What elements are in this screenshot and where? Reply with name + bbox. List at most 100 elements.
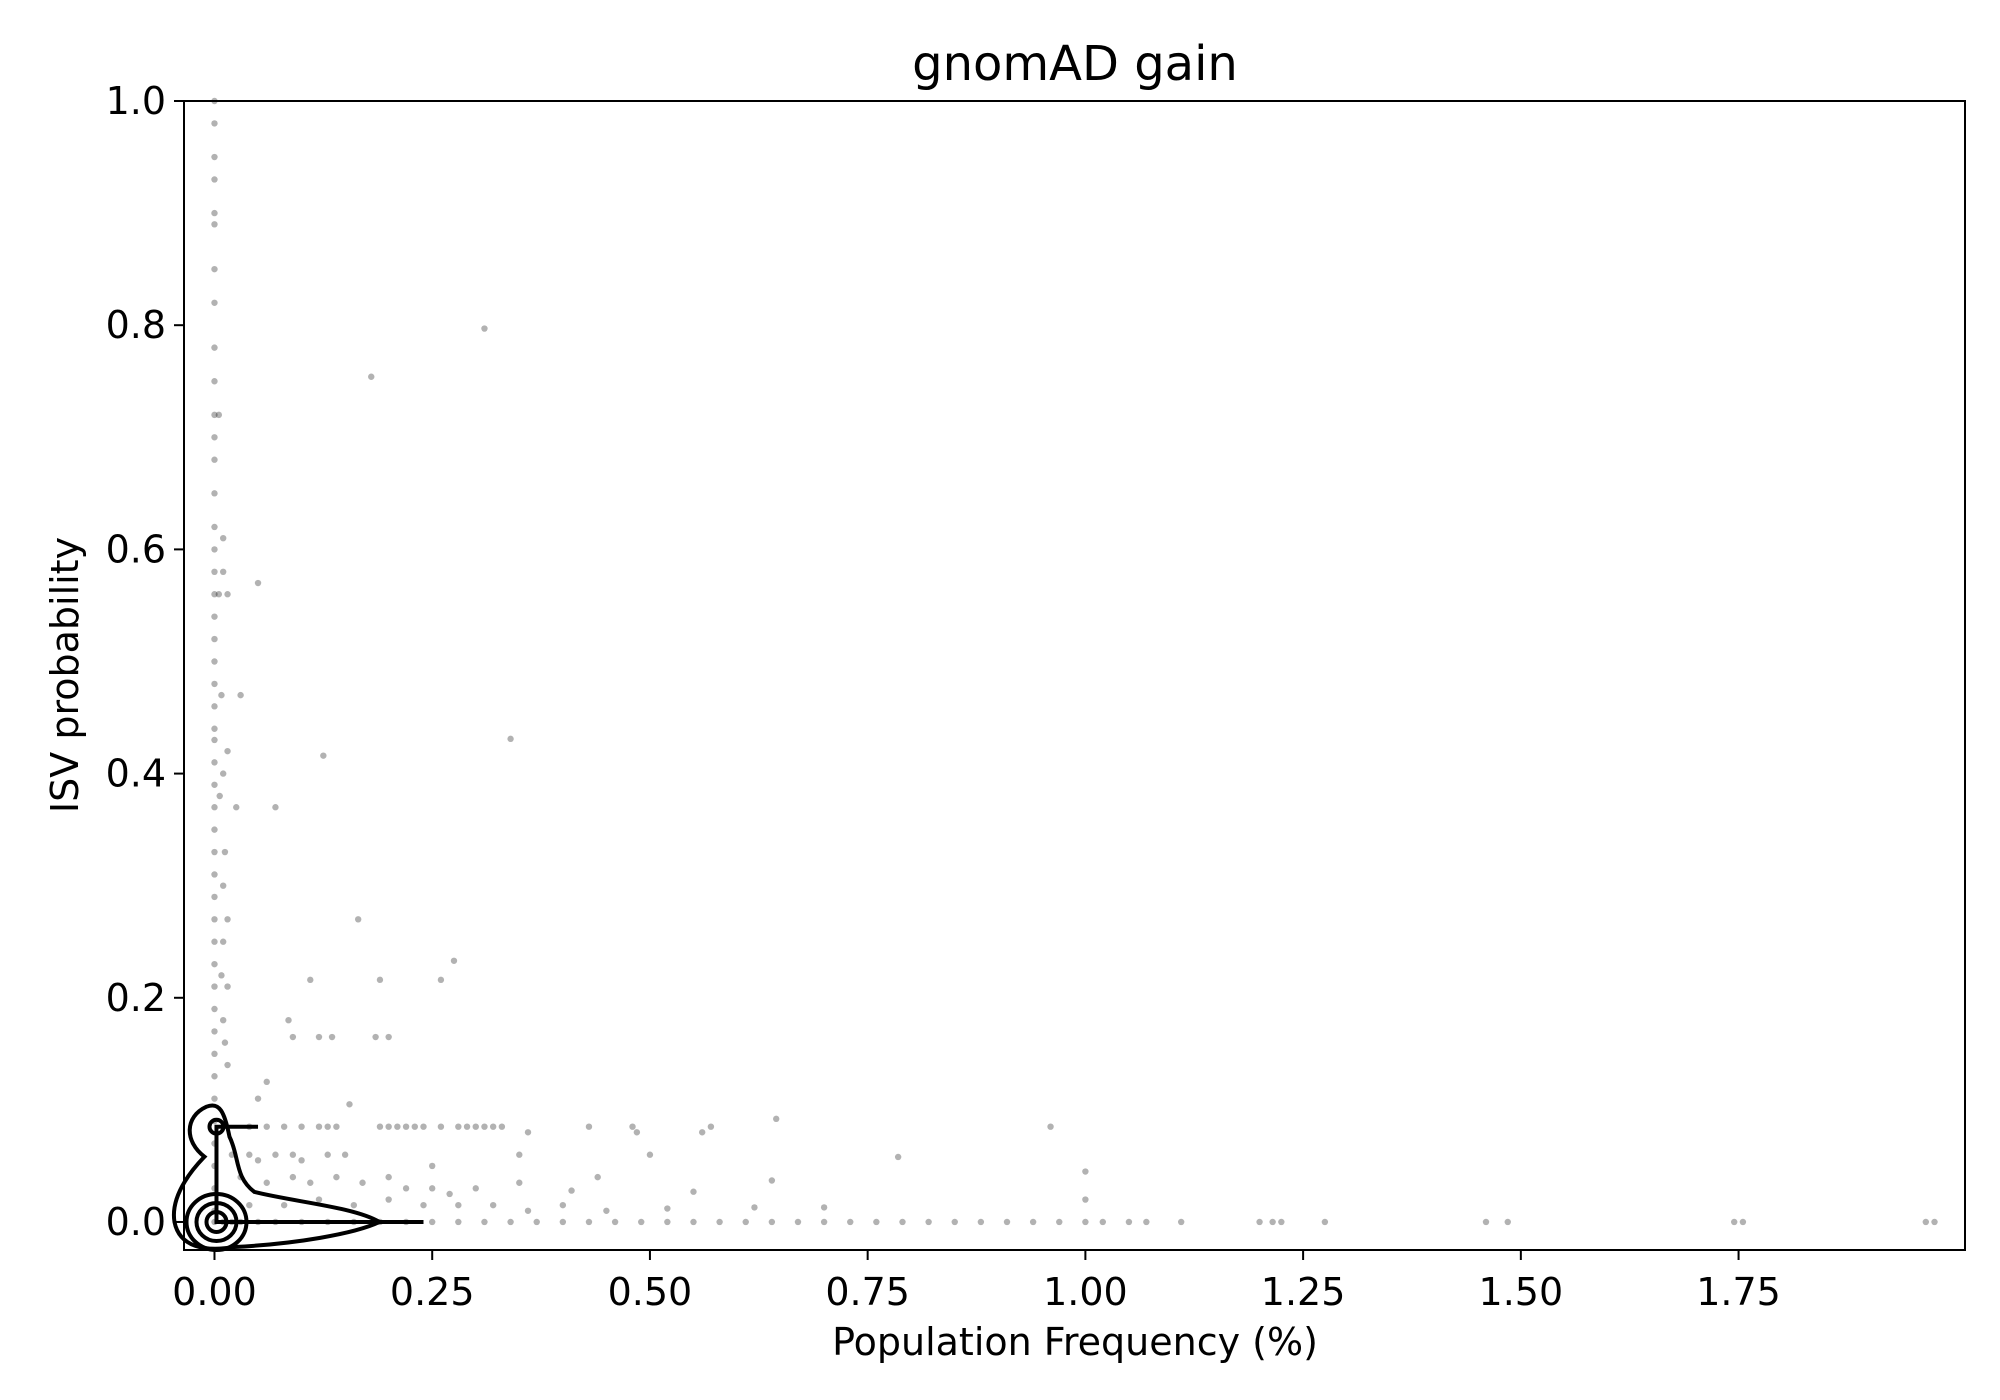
data-point xyxy=(211,221,218,228)
x-tick-label: 0.50 xyxy=(608,1270,693,1314)
data-point xyxy=(594,1173,601,1181)
data-point xyxy=(372,1033,379,1041)
data-point xyxy=(246,1151,253,1158)
data-point xyxy=(568,1187,575,1194)
data-point xyxy=(219,534,227,542)
data-point xyxy=(211,344,218,351)
data-point xyxy=(350,1201,358,1209)
data-point xyxy=(280,1201,288,1209)
data-point xyxy=(211,1028,218,1035)
data-point xyxy=(263,1123,270,1130)
data-point xyxy=(773,1115,780,1123)
data-point xyxy=(1269,1218,1276,1226)
data-point xyxy=(1099,1218,1107,1226)
data-point xyxy=(376,1123,384,1130)
data-point xyxy=(559,1201,567,1209)
data-point xyxy=(211,456,218,463)
data-point xyxy=(1922,1218,1930,1226)
data-point xyxy=(507,735,514,743)
data-point xyxy=(211,658,218,665)
x-axis-label: Population Frequency (%) xyxy=(832,1320,1318,1364)
data-point xyxy=(455,1123,462,1130)
x-tick-label: 0.25 xyxy=(390,1270,475,1314)
data-point xyxy=(716,1218,723,1226)
data-point xyxy=(298,1123,305,1130)
data-point xyxy=(211,983,218,990)
data-point xyxy=(221,848,229,856)
data-point xyxy=(633,1129,641,1136)
data-point xyxy=(768,1177,776,1184)
data-point xyxy=(489,1201,497,1209)
data-point xyxy=(646,1151,654,1158)
data-point xyxy=(218,972,225,979)
data-point xyxy=(211,938,218,945)
data-point xyxy=(211,736,218,744)
x-tick-label: 0.75 xyxy=(825,1270,910,1314)
x-tick-label: 1.00 xyxy=(1043,1270,1128,1314)
x-tick-label: 1.75 xyxy=(1696,1270,1781,1314)
data-point xyxy=(402,1123,410,1130)
data-point xyxy=(280,1123,288,1130)
data-point xyxy=(211,546,218,553)
data-point xyxy=(359,1179,366,1186)
y-axis-ticks: 0.0 0.2 0.4 0.6 0.8 1.0 xyxy=(106,79,184,1244)
data-point xyxy=(211,591,218,598)
data-point xyxy=(211,680,218,688)
data-point xyxy=(1731,1218,1738,1226)
data-point xyxy=(211,781,218,788)
data-point xyxy=(1047,1123,1054,1130)
data-point xyxy=(437,1123,445,1130)
data-point xyxy=(559,1218,567,1226)
data-point xyxy=(524,1129,532,1136)
data-point xyxy=(324,1151,331,1158)
data-point xyxy=(315,1033,323,1041)
data-point xyxy=(211,871,218,878)
data-point xyxy=(533,1218,540,1226)
data-point xyxy=(211,411,218,419)
data-point xyxy=(455,1201,462,1209)
data-point xyxy=(219,770,227,777)
data-point xyxy=(224,591,231,598)
data-point xyxy=(1143,1218,1150,1226)
data-point xyxy=(1082,1196,1089,1203)
data-point xyxy=(472,1123,479,1130)
data-point xyxy=(411,1123,418,1130)
data-point xyxy=(224,1061,231,1069)
data-point xyxy=(489,1123,497,1130)
data-point xyxy=(1003,1218,1011,1226)
data-point xyxy=(524,1207,532,1214)
data-point xyxy=(218,691,225,699)
data-point xyxy=(289,1033,297,1041)
data-point xyxy=(429,1162,436,1170)
data-point xyxy=(742,1218,749,1226)
data-point xyxy=(211,153,218,161)
data-point xyxy=(664,1218,671,1226)
data-point xyxy=(820,1204,828,1211)
data-point xyxy=(420,1201,427,1209)
data-point xyxy=(224,747,231,755)
data-point xyxy=(1504,1218,1511,1226)
data-point xyxy=(333,1123,340,1130)
data-point xyxy=(1931,1218,1938,1226)
data-point xyxy=(638,1218,645,1226)
data-point xyxy=(221,1039,229,1046)
data-point xyxy=(289,1151,297,1158)
data-point xyxy=(585,1218,593,1226)
data-point xyxy=(455,1218,462,1226)
data-point xyxy=(472,1185,479,1192)
x-axis-ticks: 0.00 0.25 0.50 0.75 1.00 1.25 1.50 1.75 xyxy=(172,1250,1781,1314)
data-point xyxy=(354,916,362,923)
data-point xyxy=(219,938,227,945)
x-tick-label: 0.00 xyxy=(172,1270,257,1314)
data-point xyxy=(211,893,218,901)
data-point xyxy=(333,1173,340,1181)
data-point xyxy=(690,1218,697,1226)
data-point xyxy=(272,1151,279,1158)
data-point xyxy=(481,1123,488,1130)
data-point xyxy=(211,434,218,441)
scatter-points xyxy=(211,97,1938,1226)
data-point xyxy=(211,635,218,643)
data-point xyxy=(437,976,445,984)
data-point xyxy=(211,1095,218,1102)
